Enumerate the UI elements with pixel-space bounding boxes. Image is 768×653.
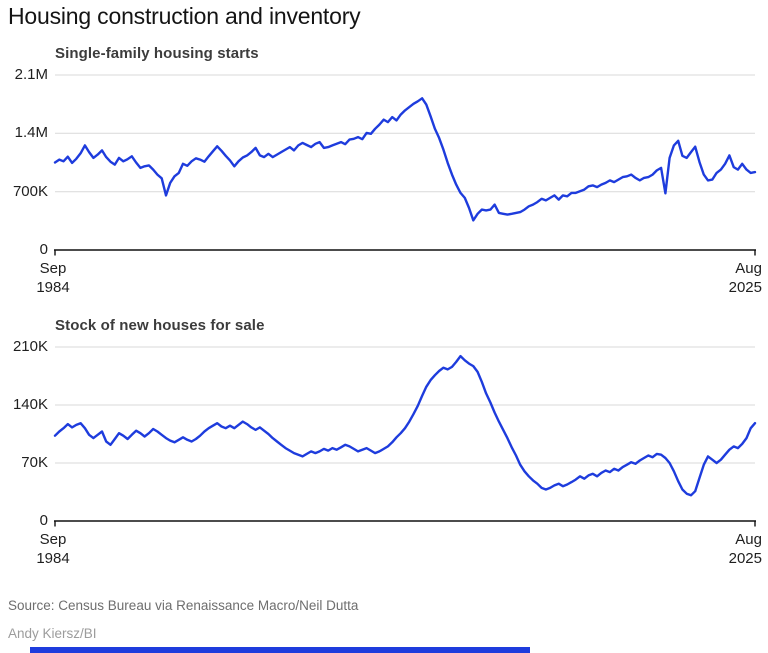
chart1-xtick-end: Aug 2025 — [702, 259, 762, 297]
chart2-ytick-140K: 140K — [12, 396, 48, 413]
chart2-subtitle: Stock of new houses for sale — [55, 317, 265, 334]
chart2-xtick-start: Sep 1984 — [28, 530, 78, 568]
new-houses-stock-line — [53, 354, 757, 497]
chart1-ytick-2_1M: 2.1M — [14, 66, 48, 83]
author-credit: Andy Kiersz/BI — [8, 626, 97, 641]
chart2-ytick-70K: 70K — [21, 454, 48, 471]
chart2-xtick-start-month: Sep — [39, 531, 67, 548]
chart2-xtick-end-month: Aug — [735, 531, 762, 548]
chart1-xtick-end-month: Aug — [735, 260, 762, 277]
chart1-ytick-700K: 700K — [12, 183, 48, 200]
chart1-ytick-0: 0 — [39, 241, 48, 258]
chart2-xaxis-labels: Sep 1984 Aug 2025 — [0, 530, 768, 570]
housing-starts-line — [53, 97, 757, 222]
chart1-xtick-start-year: 1984 — [36, 279, 70, 296]
chart2-xtick-start-year: 1984 — [36, 550, 70, 567]
chart2-ytick-0: 0 — [39, 512, 48, 529]
chart1-xtick-start-month: Sep — [39, 260, 67, 277]
chart2-xtick-end-year: 2025 — [728, 550, 762, 567]
source-attribution: Source: Census Bureau via Renaissance Ma… — [8, 598, 359, 613]
chart1-xtick-start: Sep 1984 — [28, 259, 78, 297]
chart2-xtick-end: Aug 2025 — [702, 530, 762, 568]
brand-accent-bar — [30, 647, 530, 653]
chart2-ytick-210K: 210K — [12, 338, 48, 355]
chart1-xaxis-labels: Sep 1984 Aug 2025 — [0, 259, 768, 299]
page-title: Housing construction and inventory — [8, 3, 361, 29]
chart1-ytick-1_4M: 1.4M — [14, 124, 48, 141]
chart1-xtick-end-year: 2025 — [728, 279, 762, 296]
chart1-subtitle: Single-family housing starts — [55, 45, 259, 62]
